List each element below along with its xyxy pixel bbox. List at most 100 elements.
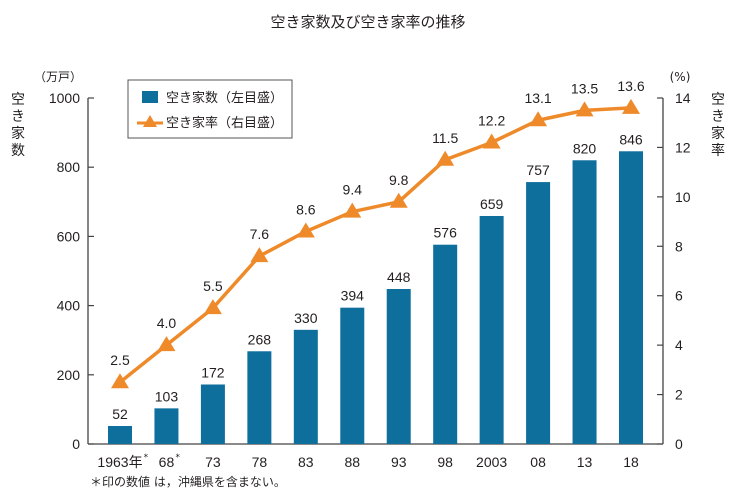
legend-box — [127, 79, 293, 139]
right-tick-label: 6 — [675, 288, 683, 304]
line-value-label: 9.8 — [389, 172, 409, 188]
legend-bar-swatch — [142, 91, 158, 103]
bar-value-label: 820 — [573, 140, 597, 156]
line-marker — [296, 222, 315, 238]
bar — [247, 351, 272, 444]
legend-triangle-marker — [143, 115, 157, 127]
line-value-label: 5.5 — [203, 278, 223, 294]
chart-title: 空き家数及び空き家率の推移 — [270, 13, 465, 31]
bar — [479, 215, 504, 444]
line-value-label: 13.1 — [524, 90, 551, 106]
right-tick-label: 8 — [675, 238, 683, 254]
bar — [433, 244, 458, 444]
right-tick-label: 14 — [675, 90, 691, 106]
bar-value-label: 103 — [155, 388, 179, 404]
left-tick-label: 200 — [57, 367, 81, 383]
bar-value-label: 52 — [112, 406, 128, 422]
line-marker — [111, 373, 129, 389]
x-tick-label: 98 — [437, 454, 453, 470]
x-tick-label: 88 — [344, 454, 360, 470]
legend-entry-bar: 空き家数（左目盛） — [166, 90, 283, 106]
right-axis-label: 空き家率 — [711, 92, 725, 159]
bar-value-label: 576 — [434, 225, 458, 241]
left-tick-label: 400 — [57, 298, 81, 314]
bar-value-label: 330 — [294, 310, 318, 326]
right-tick-label: 10 — [675, 189, 691, 205]
right-axis-label-char: 率 — [711, 142, 725, 159]
left-tick-label: 0 — [72, 436, 80, 452]
bar — [386, 288, 411, 444]
x-tick-label: 73 — [205, 454, 221, 470]
right-axis-label-char: 空 — [711, 92, 725, 108]
line-value-label: 13.5 — [571, 80, 598, 96]
line-marker — [250, 247, 269, 263]
legend-entry-line: 空き家率（右目盛） — [166, 115, 283, 131]
bar-value-label: 172 — [201, 364, 225, 380]
axes — [87, 98, 664, 445]
bar — [200, 384, 225, 444]
x-tick-footnote-mark: * — [175, 453, 180, 463]
x-tick-label: 1963年 — [97, 454, 142, 470]
x-tick-label: 78 — [252, 454, 268, 470]
x-tick-label: 83 — [298, 454, 314, 470]
left-axis-label-char: 空 — [11, 92, 25, 108]
bar-value-label: 394 — [341, 288, 365, 304]
left-axis-label-char: 家 — [11, 125, 25, 142]
line-value-label: 2.5 — [110, 352, 130, 368]
right-axis-unit: (%) — [670, 70, 691, 84]
bar — [108, 426, 132, 444]
x-tick-label: 13 — [577, 454, 593, 470]
left-axis-label-char: 数 — [11, 143, 25, 159]
line-value-label: 4.0 — [157, 315, 177, 331]
line-value-label: 7.6 — [250, 226, 270, 242]
rate-line — [118, 106, 632, 384]
line-value-label: 8.6 — [296, 201, 316, 217]
line-marker — [622, 98, 640, 114]
bar-value-label: 448 — [387, 269, 411, 285]
line-value-label: 11.5 — [432, 130, 458, 146]
x-tick-label: 08 — [530, 454, 546, 470]
bar — [154, 408, 179, 444]
bar — [572, 160, 597, 444]
line-value-label: 12.2 — [478, 112, 505, 128]
left-axis-ticks: 0 200 400 600 800 1000 — [49, 90, 94, 452]
bar — [619, 151, 643, 444]
bar-value-label: 268 — [248, 331, 272, 347]
bar — [293, 329, 318, 444]
right-tick-label: 0 — [675, 436, 683, 452]
line-marker — [529, 111, 548, 127]
right-axis-ticks: 0 2 4 6 8 10 12 14 — [657, 90, 691, 452]
bar-value-label: 757 — [526, 162, 550, 178]
line-marker — [436, 150, 455, 166]
left-axis-label: 空き家数 — [11, 92, 25, 159]
bar — [340, 307, 365, 444]
right-axis-label-char: き — [711, 109, 725, 125]
line-data-labels: 2.5 4.0 5.5 7.6 8.6 9.4 9.8 11.5 12.2 13.1 13.5 13.… — [110, 78, 645, 368]
legend: 空き家数（左目盛） 空き家率（右目盛） — [127, 79, 293, 139]
line-value-label: 9.4 — [343, 182, 363, 198]
bar-value-label: 846 — [619, 131, 643, 147]
bar-data-labels: 52 103 172 268 330 394 448 576 659 757 820 846 — [112, 131, 643, 422]
left-axis-label-char: き — [11, 109, 25, 125]
right-tick-label: 4 — [675, 337, 683, 353]
x-tick-footnote-mark: * — [144, 453, 149, 463]
line-marker — [157, 336, 176, 352]
right-tick-label: 12 — [675, 139, 691, 155]
x-tick-label: 18 — [623, 454, 639, 470]
line-marker — [343, 202, 362, 218]
footnote: ＊印の数値 は，沖縄県を含まない。 — [90, 474, 286, 489]
bar-series — [108, 151, 643, 444]
line-marker — [575, 101, 594, 117]
line-series — [111, 98, 640, 389]
bar — [526, 182, 551, 444]
left-tick-label: 600 — [57, 228, 81, 244]
bar-value-label: 659 — [480, 196, 504, 212]
x-axis-ticks: 1963年 * 68 * 73 78 83 88 93 98 2003 08 13 18 — [97, 453, 639, 470]
line-marker — [203, 299, 222, 315]
left-axis-unit: （万戸） — [34, 70, 82, 84]
x-tick-label: 2003 — [476, 454, 507, 470]
x-tick-label: 93 — [391, 454, 407, 470]
left-tick-label: 800 — [57, 159, 81, 175]
line-value-label: 13.6 — [617, 78, 644, 94]
